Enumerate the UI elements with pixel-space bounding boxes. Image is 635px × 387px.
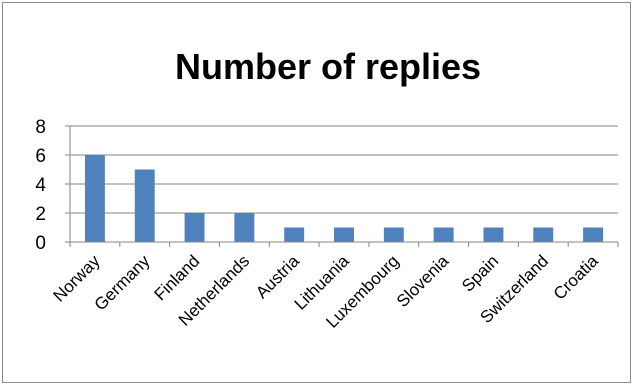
bar-luxembourg: [383, 227, 404, 242]
bar-croatia: [583, 227, 604, 242]
x-tick-label: Slovenia: [393, 251, 453, 311]
bar-slovenia: [433, 227, 454, 242]
bar-germany: [134, 169, 155, 242]
bar-austria: [284, 227, 305, 242]
y-tick-label: 6: [35, 146, 46, 167]
y-tick-label: 0: [35, 233, 46, 254]
bar-spain: [483, 227, 504, 242]
y-tick-label: 4: [35, 175, 46, 196]
x-tick-label: Spain: [458, 251, 502, 295]
bars: [84, 155, 604, 242]
gridlines: [70, 125, 618, 214]
bar-lithuania: [334, 227, 354, 242]
x-tick-label: Croatia: [550, 251, 603, 304]
x-axis-labels: NorwayGermanyFinlandNetherlandsAustriaLi…: [50, 242, 619, 332]
y-tick-label: 8: [35, 117, 46, 138]
x-tick-label: Germany: [91, 251, 154, 314]
y-tick-label: 2: [35, 204, 46, 225]
y-axis-ticks: 0 2 4 6 8: [35, 117, 70, 254]
chart-title: Number of replies: [175, 46, 481, 87]
bar-finland: [184, 213, 205, 242]
chart-frame: [2, 2, 631, 383]
bar-netherlands: [234, 213, 255, 242]
bar-switzerland: [533, 227, 554, 242]
bar-norway: [84, 155, 105, 242]
